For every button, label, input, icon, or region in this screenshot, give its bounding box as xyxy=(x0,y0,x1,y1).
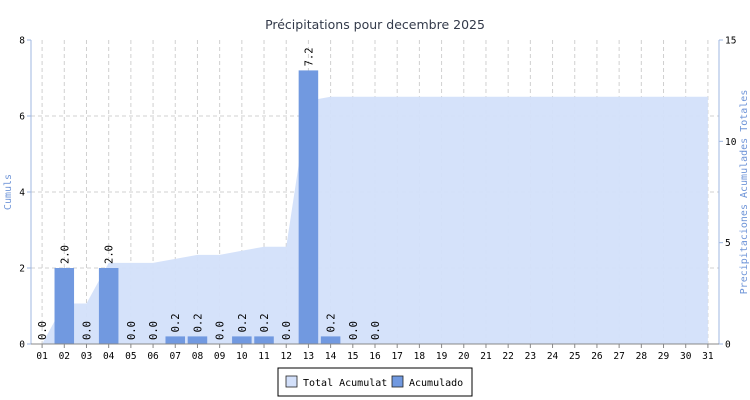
x-tick-label-01: 01 xyxy=(36,351,48,362)
x-tick-label-17: 17 xyxy=(391,351,402,362)
bar-label-day-13: 7.2 xyxy=(303,47,315,66)
x-tick-label-04: 04 xyxy=(103,351,115,362)
chart-title: Précipitations pour decembre 2025 xyxy=(265,17,485,32)
x-tick-label-22: 22 xyxy=(502,351,513,362)
bar-day-14 xyxy=(320,336,341,344)
bar-label-day-06: 0.0 xyxy=(148,321,160,340)
x-tick-label-07: 07 xyxy=(170,351,181,362)
x-tick-label-18: 18 xyxy=(414,351,426,362)
right-tick-label: 5 xyxy=(725,238,731,249)
bar-label-day-02: 2.0 xyxy=(59,245,71,264)
total-area-layer xyxy=(42,96,708,344)
x-tick-label-19: 19 xyxy=(436,351,448,362)
bar-labels-layer: 0.0 2.0 0.0 2.0 0.0 0.0 0.2 0.2 0.0 0.2 0.2 0.0 7.2 0… xyxy=(37,47,382,340)
bar-label-day-14: 0.2 xyxy=(326,313,338,332)
bar-label-day-09: 0.0 xyxy=(215,321,227,340)
left-tick-label: 4 xyxy=(19,188,25,199)
bar-label-day-16: 0.0 xyxy=(370,321,382,340)
bar-day-10 xyxy=(232,336,252,344)
x-tick-label-02: 02 xyxy=(59,351,70,362)
legend: Total Acumulat Acumulado xyxy=(277,367,473,397)
left-tick-label: 0 xyxy=(19,340,25,351)
x-tick-label-30: 30 xyxy=(680,351,692,362)
bar-day-08 xyxy=(187,336,208,344)
bar-label-day-03: 0.0 xyxy=(81,321,93,340)
left-tick-label: 2 xyxy=(19,264,25,275)
x-tick-label-26: 26 xyxy=(591,351,603,362)
bar-label-day-12: 0.0 xyxy=(281,321,293,340)
x-tick-label-06: 06 xyxy=(147,351,159,362)
bar-day-13 xyxy=(298,70,319,345)
x-tick-label-21: 21 xyxy=(480,351,492,362)
x-tick-label-15: 15 xyxy=(347,351,358,362)
legend-swatch-acumulado xyxy=(391,375,404,388)
left-axis-label: Cumuls xyxy=(3,174,14,210)
x-tick-label-03: 03 xyxy=(81,351,92,362)
bar-label-day-04: 2.0 xyxy=(104,245,116,264)
bar-label-day-05: 0.0 xyxy=(126,321,138,340)
bar-label-day-11: 0.2 xyxy=(259,313,271,332)
x-tick-label-28: 28 xyxy=(636,351,648,362)
right-axis-label: Precipitaciones Acumulades Totales xyxy=(739,90,750,295)
bar-label-day-10: 0.2 xyxy=(237,313,249,332)
x-tick-label-12: 12 xyxy=(280,351,291,362)
x-tick-label-31: 31 xyxy=(702,351,714,362)
bar-day-04 xyxy=(98,268,119,344)
x-tick-label-16: 16 xyxy=(369,351,381,362)
legend-label-total: Total Acumulat xyxy=(303,378,387,389)
area-total-acumulat xyxy=(42,96,708,344)
right-tick-label: 15 xyxy=(725,36,736,47)
bar-label-day-07: 0.2 xyxy=(170,313,182,332)
x-tick-label-11: 11 xyxy=(258,351,270,362)
x-tick-label-08: 08 xyxy=(192,351,204,362)
x-tick-label-09: 09 xyxy=(214,351,226,362)
bar-day-11 xyxy=(254,336,274,344)
x-tick-label-13: 13 xyxy=(303,351,314,362)
bar-label-day-01: 0.0 xyxy=(37,321,49,340)
bar-label-day-15: 0.0 xyxy=(348,321,360,340)
legend-box xyxy=(277,367,473,397)
bar-day-02 xyxy=(54,268,75,344)
x-tick-label-24: 24 xyxy=(547,351,559,362)
legend-label-acumulado: Acumulado xyxy=(409,378,463,389)
bar-day-07 xyxy=(165,336,186,344)
x-tick-label-25: 25 xyxy=(569,351,580,362)
bars-layer xyxy=(54,70,341,345)
x-tick-label-10: 10 xyxy=(236,351,248,362)
right-tick-label: 10 xyxy=(725,137,737,148)
x-tick-label-23: 23 xyxy=(525,351,536,362)
x-tick-label-05: 05 xyxy=(125,351,136,362)
left-tick-label: 6 xyxy=(19,112,25,123)
left-tick-label: 8 xyxy=(19,36,25,47)
x-tick-label-29: 29 xyxy=(658,351,670,362)
x-tick-label-14: 14 xyxy=(325,351,337,362)
x-tick-label-27: 27 xyxy=(613,351,624,362)
right-tick-label: 0 xyxy=(725,340,731,351)
bar-label-day-08: 0.2 xyxy=(192,313,204,332)
x-tick-label-20: 20 xyxy=(458,351,470,362)
legend-swatch-total xyxy=(285,375,298,388)
